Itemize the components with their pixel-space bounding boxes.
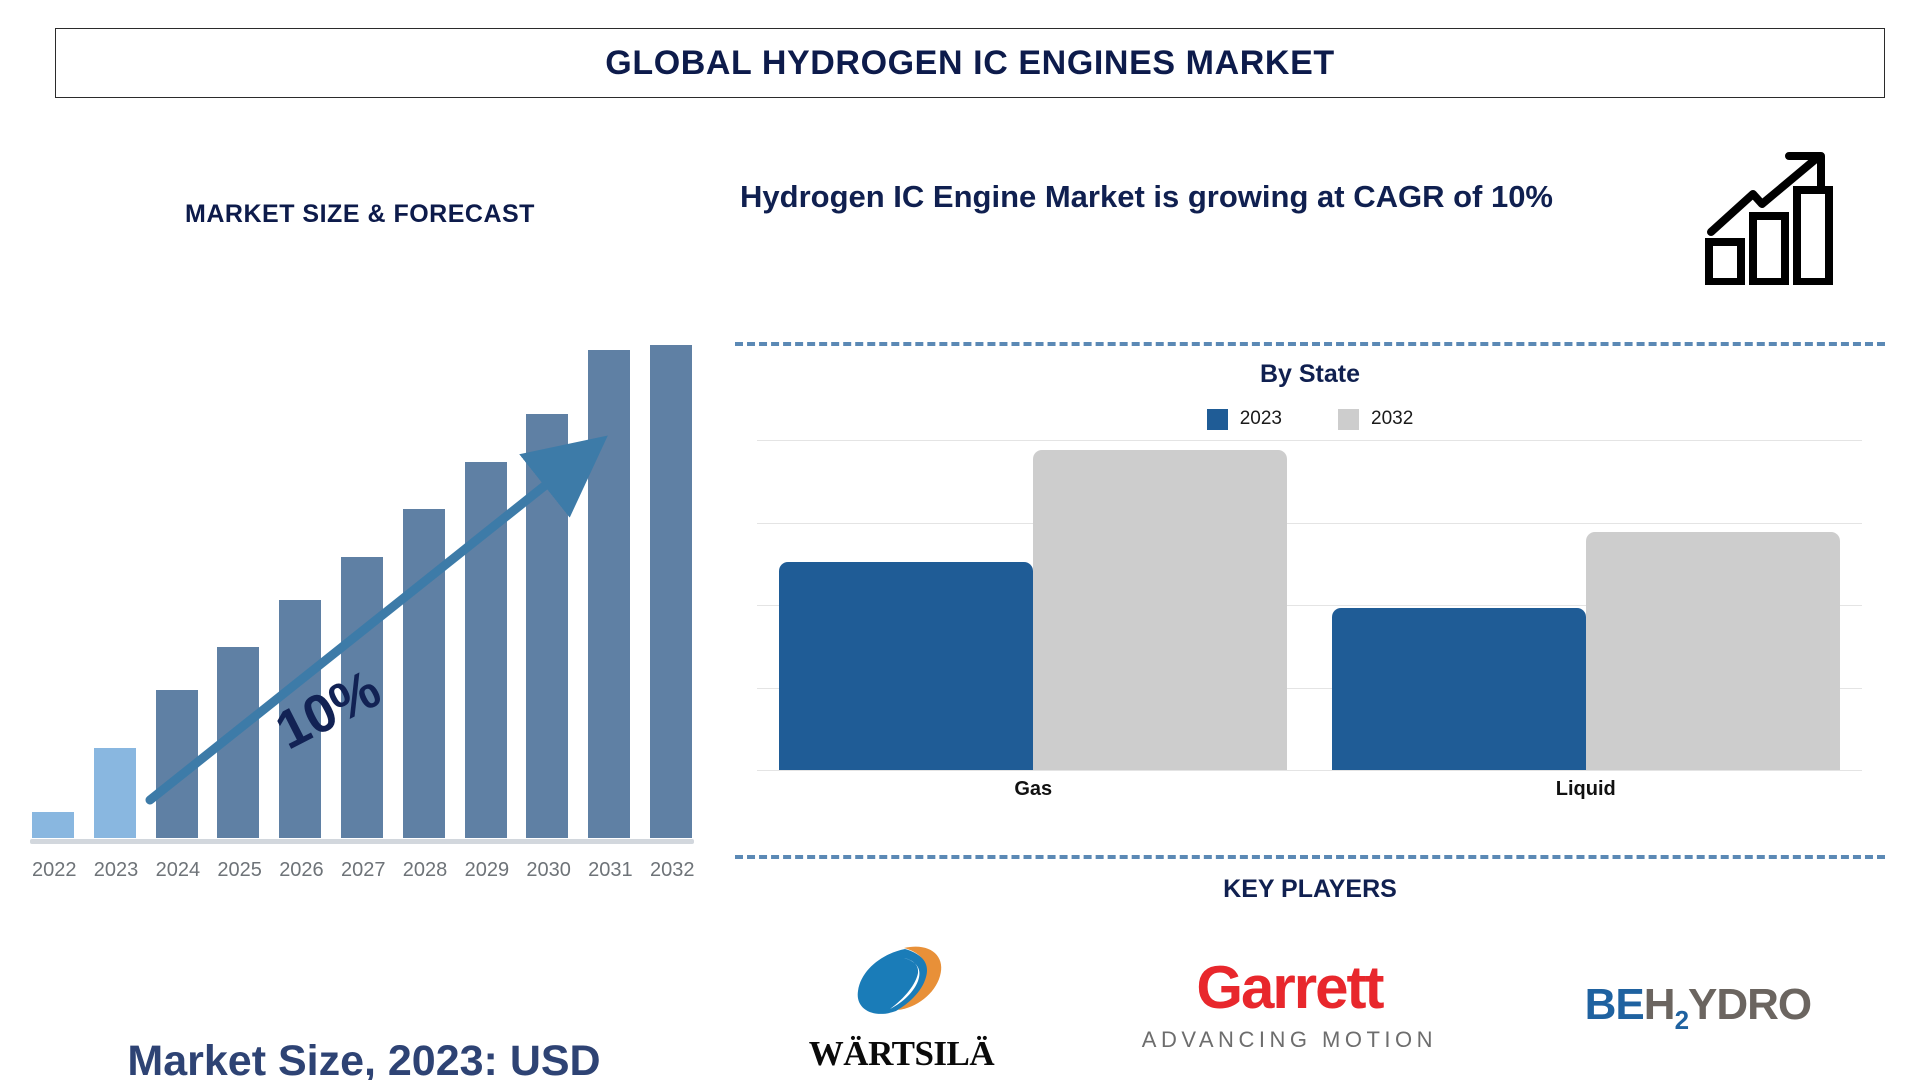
forecast-bar-column bbox=[340, 308, 383, 838]
forecast-year-label: 2028 bbox=[402, 859, 448, 881]
legend-item[interactable]: 2023 bbox=[1206, 408, 1282, 430]
market-size-forecast-chart: 2022 2023 2024 2025 2026 2027 2028 2029 2030 2031… bbox=[22, 300, 702, 881]
bystate-bar bbox=[1033, 449, 1288, 770]
key-players-logos: WÄRTSILÄ Garrett ADVANCING MOTION BE H 2 YD… bbox=[735, 925, 1885, 1080]
gridline bbox=[757, 770, 1862, 771]
forecast-year-label: 2031 bbox=[588, 859, 633, 881]
forecast-bars-area bbox=[32, 308, 692, 838]
forecast-bar bbox=[217, 647, 260, 838]
forecast-bar bbox=[526, 414, 569, 838]
forecast-bar-column bbox=[588, 308, 631, 838]
bar-group bbox=[1310, 440, 1863, 770]
market-size-forecast-panel: MARKET SIZE & FORECAST 2022 2023 2024 2025 2… bbox=[0, 150, 720, 1080]
divider-bottom bbox=[735, 855, 1885, 859]
bystate-category-label: Gas bbox=[1014, 778, 1053, 800]
divider-top bbox=[735, 342, 1885, 346]
bystate-legend: 2023 2032 bbox=[735, 408, 1885, 430]
behydro-be: BE bbox=[1584, 980, 1645, 1029]
market-size-line-1: Market Size, 2023: USD bbox=[127, 1037, 601, 1080]
forecast-year-label: 2026 bbox=[279, 859, 324, 881]
wartsila-logo: WÄRTSILÄ bbox=[808, 936, 995, 1074]
bystate-bar bbox=[779, 562, 1034, 770]
gridline bbox=[757, 522, 1862, 524]
forecast-bar bbox=[464, 461, 507, 838]
forecast-bar-column bbox=[93, 308, 136, 838]
bystate-gridlines bbox=[757, 440, 1862, 771]
forecast-bar-column bbox=[155, 308, 198, 838]
gridline bbox=[757, 605, 1862, 606]
forecast-bar-column bbox=[526, 308, 569, 838]
legend-label: 2023 bbox=[1239, 408, 1282, 429]
forecast-year-label: 2029 bbox=[464, 859, 510, 881]
right-panel: Hydrogen IC Engine Market is growing at … bbox=[735, 150, 1885, 1080]
wartsila-mark-icon bbox=[858, 946, 942, 1014]
forecast-bar-column bbox=[32, 308, 74, 838]
forecast-bar-column bbox=[402, 308, 445, 838]
forecast-year-label: 2030 bbox=[526, 859, 571, 881]
behydro-logo: BE H 2 YDRO bbox=[1584, 980, 1813, 1034]
legend-item[interactable]: 2032 bbox=[1338, 408, 1413, 430]
forecast-bar bbox=[402, 509, 445, 838]
legend-label: 2032 bbox=[1371, 408, 1414, 429]
forecast-bar bbox=[155, 689, 198, 838]
bystate-category-label: Liquid bbox=[1555, 778, 1616, 800]
forecast-x-axis bbox=[30, 839, 694, 844]
gridline bbox=[757, 440, 1862, 441]
bystate-category-labels: Gas Liquid bbox=[757, 778, 1862, 801]
forecast-year-labels: 2022 2023 2024 2025 2026 2027 2028 2029 2030 2031… bbox=[32, 859, 695, 882]
behydro-subscript: 2 bbox=[1674, 1005, 1690, 1035]
forecast-year-label: 2032 bbox=[649, 859, 695, 881]
forecast-bar-column bbox=[217, 308, 260, 838]
forecast-bar bbox=[32, 811, 74, 838]
forecast-year-label: 2025 bbox=[217, 859, 262, 881]
garrett-wordmark: Garrett bbox=[1196, 953, 1384, 1021]
forecast-bar bbox=[93, 747, 136, 838]
forecast-bar-column bbox=[464, 308, 507, 838]
page-title: GLOBAL HYDROGEN IC ENGINES MARKET bbox=[605, 43, 1335, 82]
bystate-bar-groups bbox=[757, 440, 1862, 770]
growth-chart-arrow-icon bbox=[1705, 152, 1833, 285]
behydro-ydro: YDRO bbox=[1688, 980, 1812, 1029]
garrett-logo: Garrett ADVANCING MOTION bbox=[1141, 953, 1438, 1053]
bystate-bar bbox=[1585, 532, 1840, 770]
garrett-tagline: ADVANCING MOTION bbox=[1141, 1026, 1438, 1052]
key-players-title: KEY PLAYERS bbox=[1223, 875, 1397, 903]
wartsila-wordmark: WÄRTSILÄ bbox=[808, 1034, 995, 1073]
forecast-year-label: 2022 bbox=[32, 859, 77, 881]
forecast-bar bbox=[649, 345, 692, 838]
forecast-year-label: 2023 bbox=[93, 859, 139, 881]
forecast-year-label: 2027 bbox=[340, 859, 386, 881]
behydro-wordmark: BE H 2 YDRO bbox=[1584, 980, 1813, 1034]
forecast-bar-column bbox=[649, 308, 692, 838]
bystate-chart-title: By State bbox=[1259, 360, 1361, 388]
legend-swatch bbox=[1338, 408, 1359, 430]
legend-swatch bbox=[1206, 408, 1228, 430]
title-banner: GLOBAL HYDROGEN IC ENGINES MARKET bbox=[55, 28, 1885, 98]
growth-headline: Hydrogen IC Engine Market is growing at … bbox=[740, 179, 1553, 214]
forecast-bar bbox=[588, 350, 631, 838]
market-size-forecast-heading: MARKET SIZE & FORECAST bbox=[185, 200, 535, 228]
bar-group bbox=[757, 440, 1310, 770]
bystate-chart bbox=[757, 440, 1862, 771]
bystate-bar bbox=[1331, 608, 1586, 770]
behydro-h: H bbox=[1643, 980, 1676, 1029]
market-size-value: Market Size, 2023: USD 12 Billion bbox=[24, 1035, 704, 1080]
gridline bbox=[757, 687, 1862, 689]
forecast-year-label: 2024 bbox=[155, 859, 201, 881]
